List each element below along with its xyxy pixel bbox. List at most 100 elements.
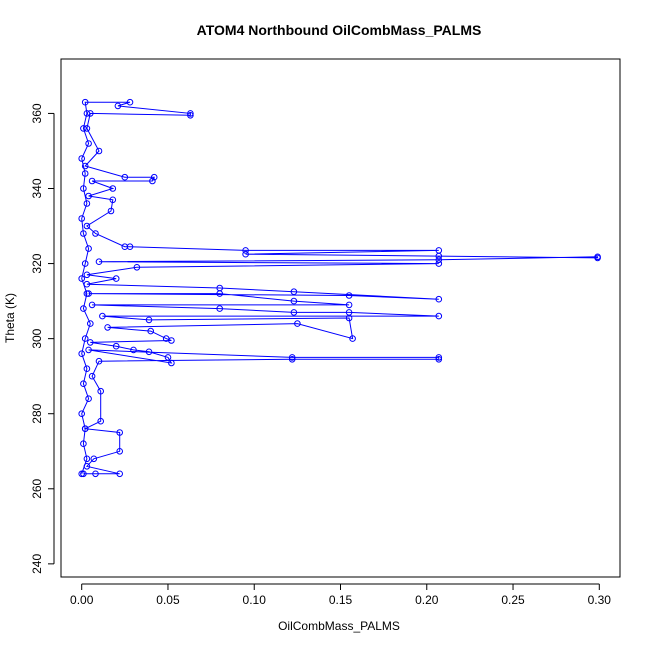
data-point [109,185,117,192]
data-point [216,290,223,297]
data-point [349,335,356,342]
data-point [80,230,87,237]
data-point [83,200,91,207]
data-point [80,440,87,448]
data-point [78,215,85,222]
y-tick-label: 320 [30,253,44,273]
data-point [99,312,106,320]
data-point [78,155,85,162]
data-point [290,297,298,305]
data-point [87,339,94,346]
data-point [121,173,129,181]
data-point [187,112,194,119]
y-tick-label: 340 [30,178,44,198]
data-point [78,410,85,418]
data-point [288,354,296,361]
data-point [85,290,92,297]
data-point [83,271,91,279]
series-layer [78,98,601,478]
data-point [345,314,353,322]
data-point [97,387,104,395]
data-point [168,359,175,367]
x-tick-label: 0.05 [156,593,180,607]
y-tick-label: 280 [30,403,44,423]
data-point [92,470,99,478]
data-point [290,288,298,296]
data-point [168,337,175,344]
y-tick-label: 260 [30,478,44,498]
data-point [435,295,443,303]
data-point [150,173,158,181]
y-axis: 240 260 280 300 320 340 360 [30,103,55,574]
data-point [145,348,153,356]
data-point [114,102,122,110]
data-point [126,98,134,106]
x-tick-label: 0.30 [588,593,612,607]
data-point [107,207,115,215]
data-point [130,346,137,354]
x-axis-label: OilCombMass_PALMS [278,619,400,633]
data-point [594,253,601,261]
data-point [95,258,103,266]
data-point [242,250,249,258]
x-tick-label: 0.00 [70,593,94,607]
data-point [85,245,92,252]
data-point [294,320,301,327]
data-point [133,264,141,271]
data-point [345,301,353,309]
data-point [126,243,134,250]
x-tick-label: 0.15 [329,593,353,607]
x-tick-label: 0.10 [243,593,267,607]
data-point [112,275,120,282]
y-tick-label: 360 [30,103,44,123]
data-point [116,429,123,436]
data-point [147,327,154,335]
data-point [164,354,172,361]
data-point [83,365,91,373]
data-point [97,417,104,425]
data-point [145,316,153,324]
data-point [85,140,92,147]
data-point [95,357,103,365]
data-point [80,125,87,132]
data-point [435,256,443,264]
data-point [116,448,123,455]
data-point [435,356,443,363]
data-point [435,312,443,320]
y-tick-label: 300 [30,328,44,348]
data-point [78,275,85,282]
data-point [88,372,96,380]
data-point [242,247,249,254]
y-axis-label: Theta (K) [3,293,17,343]
y-tick-label: 240 [30,554,44,574]
data-point [83,280,91,288]
data-point [83,455,91,463]
data-point [80,380,87,388]
x-tick-label: 0.25 [501,593,525,607]
data-point [90,455,98,463]
x-axis: 0.00 0.05 0.10 0.15 0.20 0.25 0.30 [70,583,612,607]
data-point [81,98,89,106]
data-point [149,177,156,185]
data-point [88,301,96,309]
data-point [80,470,87,478]
plot-frame [60,58,621,578]
x-tick-label: 0.20 [415,593,439,607]
data-point [85,395,92,403]
data-point [83,125,91,132]
data-point [88,177,96,185]
data-point [288,356,296,363]
data-point [112,342,120,350]
data-point [81,425,89,433]
data-point [81,170,89,177]
chart-title: ATOM4 Northbound OilCombMass_PALMS [197,22,482,38]
data-point [87,110,94,117]
data-point [345,292,353,299]
data-point [83,463,91,470]
data-point [83,110,91,117]
data-point [80,305,87,312]
data-point [435,260,443,267]
data-point [95,147,103,155]
data-point [109,196,117,204]
